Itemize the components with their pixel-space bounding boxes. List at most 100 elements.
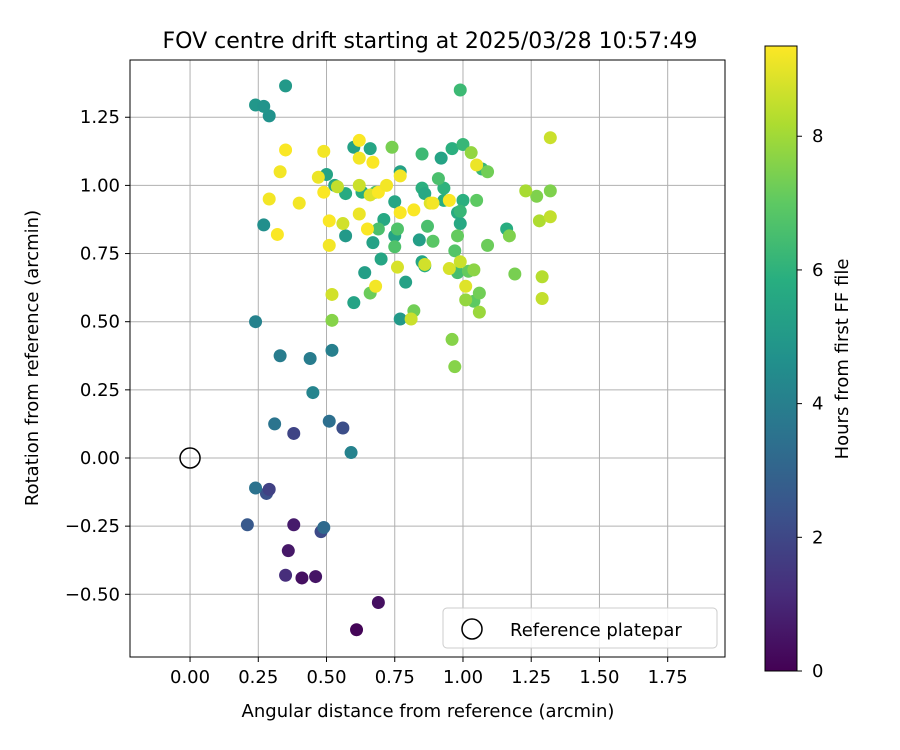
data-point bbox=[437, 181, 451, 195]
data-point bbox=[453, 255, 467, 269]
data-point bbox=[352, 133, 366, 147]
reference-point bbox=[179, 447, 201, 469]
data-point bbox=[453, 204, 467, 218]
colorbar-ticks: 0 2 4 6 8 bbox=[797, 126, 823, 682]
x-tick-label: 1.25 bbox=[511, 667, 551, 688]
data-point bbox=[470, 158, 484, 172]
data-point bbox=[363, 142, 377, 156]
data-point bbox=[366, 155, 380, 169]
data-point bbox=[303, 352, 317, 365]
data-point bbox=[445, 332, 459, 346]
data-point bbox=[273, 165, 287, 179]
data-point bbox=[431, 172, 445, 186]
data-point bbox=[377, 212, 391, 226]
data-point bbox=[352, 207, 366, 221]
data-point bbox=[374, 252, 388, 266]
data-point bbox=[311, 170, 325, 184]
data-point bbox=[249, 481, 263, 495]
data-point bbox=[412, 233, 426, 247]
data-point bbox=[270, 227, 284, 241]
data-point bbox=[532, 214, 546, 228]
data-point bbox=[306, 386, 320, 400]
legend-label: Reference platepar bbox=[510, 620, 682, 641]
data-point bbox=[415, 147, 429, 161]
data-point bbox=[448, 360, 462, 374]
data-point bbox=[325, 343, 339, 357]
data-point bbox=[448, 244, 462, 258]
data-point bbox=[393, 312, 407, 326]
x-tick-label: 0.75 bbox=[375, 667, 415, 688]
data-point bbox=[309, 570, 323, 584]
data-point bbox=[453, 83, 467, 97]
x-tick-label: 1.75 bbox=[648, 667, 688, 688]
data-point bbox=[369, 279, 383, 293]
scatter-points bbox=[240, 79, 557, 637]
data-point bbox=[344, 446, 358, 460]
data-point bbox=[502, 229, 516, 243]
data-point bbox=[262, 109, 276, 123]
data-point bbox=[352, 178, 366, 192]
data-point bbox=[366, 236, 380, 250]
data-point bbox=[295, 571, 309, 585]
legend: Reference platepar bbox=[442, 607, 718, 649]
data-point bbox=[453, 217, 467, 231]
y-axis-label: Rotation from reference (arcmin) bbox=[22, 210, 43, 506]
data-point bbox=[434, 151, 448, 165]
data-point bbox=[336, 421, 350, 435]
data-point bbox=[467, 263, 481, 277]
data-point bbox=[530, 189, 544, 203]
data-point bbox=[339, 229, 353, 243]
data-point bbox=[279, 143, 293, 157]
y-tick-label: 0.25 bbox=[80, 380, 120, 401]
data-point bbox=[352, 151, 366, 165]
data-point bbox=[464, 146, 478, 160]
y-tick-label: 1.00 bbox=[80, 175, 120, 196]
data-point bbox=[330, 180, 344, 194]
data-point bbox=[470, 193, 484, 207]
data-point bbox=[358, 266, 372, 280]
data-point bbox=[459, 279, 473, 293]
data-point bbox=[519, 184, 533, 198]
colorbar-tick-label: 0 bbox=[812, 661, 823, 682]
data-point bbox=[456, 138, 470, 152]
data-point bbox=[399, 275, 413, 289]
data-point bbox=[442, 193, 456, 207]
reference-marker bbox=[179, 447, 201, 469]
data-point bbox=[445, 142, 459, 156]
grid-lines bbox=[130, 60, 725, 657]
y-tick-label: −0.25 bbox=[65, 516, 120, 537]
data-point bbox=[350, 623, 364, 637]
plot-frame bbox=[129, 59, 726, 658]
y-tick-label: 1.25 bbox=[80, 107, 120, 128]
colorbar-label: Hours from first FF file bbox=[832, 259, 853, 460]
data-point bbox=[393, 169, 407, 183]
data-point bbox=[418, 257, 432, 271]
data-point bbox=[325, 313, 339, 327]
data-point bbox=[347, 296, 361, 310]
legend-marker bbox=[461, 618, 483, 640]
colorbar-tick-label: 2 bbox=[812, 527, 823, 548]
data-point bbox=[257, 99, 271, 113]
x-tick-label: 1.00 bbox=[443, 667, 483, 688]
data-point bbox=[385, 140, 399, 154]
data-point bbox=[543, 131, 557, 145]
data-point bbox=[273, 349, 287, 363]
x-tick-label: 0.25 bbox=[238, 667, 278, 688]
data-point bbox=[472, 286, 486, 300]
x-axis-label: Angular distance from reference (arcmin) bbox=[242, 701, 615, 722]
data-point bbox=[322, 238, 336, 252]
data-point bbox=[481, 165, 495, 179]
y-tick-label: −0.50 bbox=[65, 584, 120, 605]
data-point bbox=[543, 210, 557, 224]
data-point bbox=[451, 229, 465, 243]
data-point bbox=[322, 414, 336, 428]
x-axis-ticks: 0.00 0.25 0.50 0.75 1.00 1.25 1.50 1.75 bbox=[170, 657, 688, 688]
data-point bbox=[292, 196, 306, 210]
data-point bbox=[456, 193, 470, 207]
y-tick-label: 0.00 bbox=[80, 448, 120, 469]
y-axis-ticks: −0.50 −0.25 0.00 0.25 0.50 0.75 1.00 1.25 bbox=[65, 107, 130, 605]
data-point bbox=[421, 219, 434, 233]
data-point bbox=[257, 218, 271, 232]
data-point bbox=[317, 185, 331, 199]
colorbar-tick-label: 4 bbox=[812, 394, 823, 415]
